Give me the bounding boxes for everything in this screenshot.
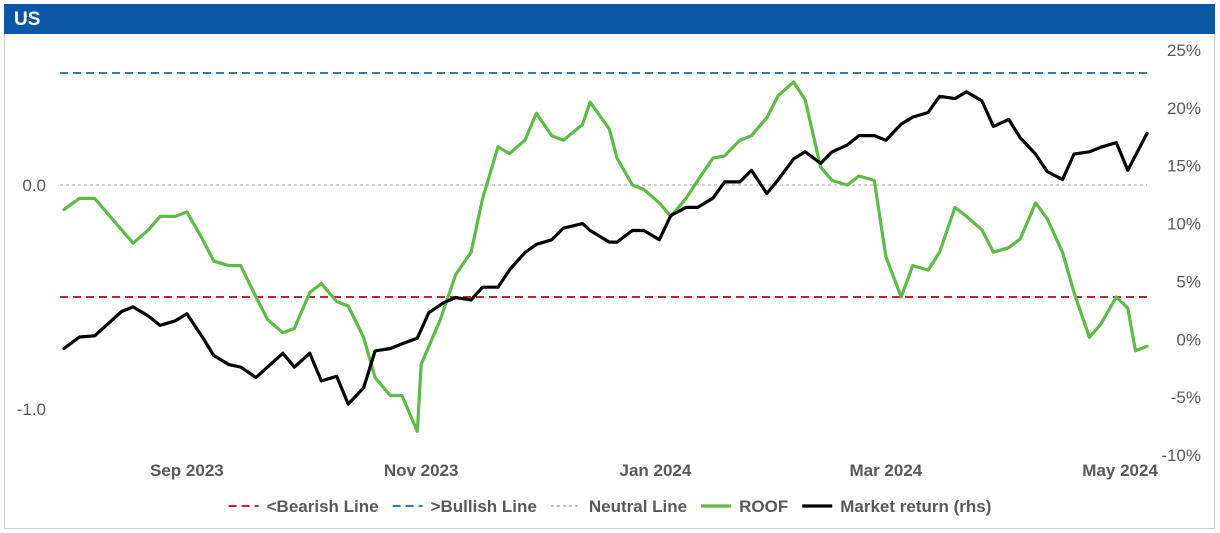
left-axis-ticks: 0.0 -1.0 bbox=[17, 176, 46, 419]
right-axis-ticks: 25% 20% 15% 10% 5% 0% -5% -10% bbox=[1161, 41, 1201, 465]
x-tick-label: Nov 2023 bbox=[384, 461, 459, 480]
x-tick-label: Jan 2024 bbox=[620, 461, 692, 480]
reference-lines bbox=[60, 72, 1147, 298]
x-axis-ticks: Sep 2023 Nov 2023 Jan 2024 Mar 2024 May 2024 bbox=[150, 461, 1158, 480]
legend-label-0: <Bearish Line bbox=[267, 497, 379, 516]
legend-label-1: >Bullish Line bbox=[431, 497, 537, 516]
right-tick-label: 25% bbox=[1167, 41, 1201, 60]
left-tick-label: -1.0 bbox=[17, 400, 46, 419]
right-tick-label: 5% bbox=[1176, 272, 1201, 291]
series-line-0 bbox=[62, 80, 1149, 433]
chart-header: US bbox=[4, 4, 1215, 34]
left-tick-label: 0.0 bbox=[22, 176, 46, 195]
right-tick-label: 10% bbox=[1167, 215, 1201, 234]
right-tick-label: -10% bbox=[1161, 446, 1201, 465]
legend-label-4: Market return (rhs) bbox=[840, 497, 991, 516]
chart-title: US bbox=[14, 9, 41, 30]
right-tick-label: 15% bbox=[1167, 157, 1201, 176]
chart-frame bbox=[4, 4, 1215, 529]
x-tick-label: Mar 2024 bbox=[849, 461, 922, 480]
legend-label-3: ROOF bbox=[739, 497, 788, 516]
series-line-1 bbox=[62, 90, 1149, 406]
legend: <Bearish Line >Bullish Line Neutral Line RO… bbox=[228, 497, 991, 516]
x-tick-label: May 2024 bbox=[1082, 461, 1158, 480]
right-tick-label: -5% bbox=[1171, 388, 1201, 407]
x-tick-label: Sep 2023 bbox=[150, 461, 224, 480]
legend-label-2: Neutral Line bbox=[589, 497, 687, 516]
right-tick-label: 20% bbox=[1167, 99, 1201, 118]
right-tick-label: 0% bbox=[1176, 330, 1201, 349]
series-layer bbox=[62, 80, 1149, 433]
